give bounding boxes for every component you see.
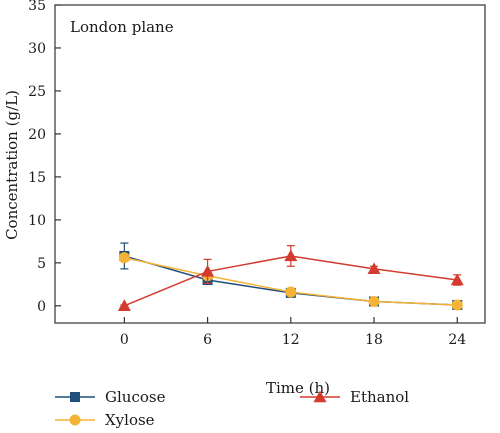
y-tick-label: 15 [28,170,46,186]
data-point-ethanol [367,262,381,275]
y-tick-label: 35 [28,0,46,14]
data-point-ethanol [201,264,215,277]
series-ethanol [117,245,464,312]
legend-label-xylose: Xylose [105,411,155,429]
legend-label-ethanol: Ethanol [350,388,409,406]
y-tick-label: 25 [28,84,46,100]
x-tick-label: 24 [448,332,466,348]
x-tick-label: 12 [282,332,300,348]
y-tick-label: 30 [28,41,46,57]
legend-item-xylose: Xylose [55,411,155,429]
x-tick-label: 6 [203,332,212,348]
data-point-xylose [451,299,463,311]
data-point-xylose [285,286,297,298]
x-tick-label: 18 [365,332,383,348]
series-layer [117,242,464,312]
y-tick-label: 20 [28,127,46,143]
x-tick-label: 0 [120,332,129,348]
legend-marker-ethanol [313,390,327,403]
data-point-xylose [368,296,380,308]
y-axis: 0 5 10 15 20 25 30 35 [28,0,61,315]
y-tick-label: 10 [28,213,46,229]
plot-frame [54,4,486,324]
legend: Glucose Xylose Ethanol [55,388,409,429]
legend-marker-xylose [69,414,81,426]
legend-item-ethanol: Ethanol [300,388,409,406]
x-axis: 0 6 12 18 24 [120,317,466,348]
data-point-ethanol [284,249,298,262]
x-axis-title: Time (h) [266,379,330,397]
data-point-ethanol [450,273,464,286]
legend-item-glucose: Glucose [55,388,166,406]
legend-marker-glucose [70,392,80,402]
plot-border [54,4,486,324]
y-axis-title: Concentration (g/L) [3,90,21,240]
y-tick-label: 5 [37,256,46,272]
legend-label-glucose: Glucose [105,388,166,406]
data-point-ethanol [117,299,131,312]
chart-annotation: London plane [70,18,174,36]
data-point-xylose [118,252,130,264]
y-tick-label: 0 [37,299,46,315]
